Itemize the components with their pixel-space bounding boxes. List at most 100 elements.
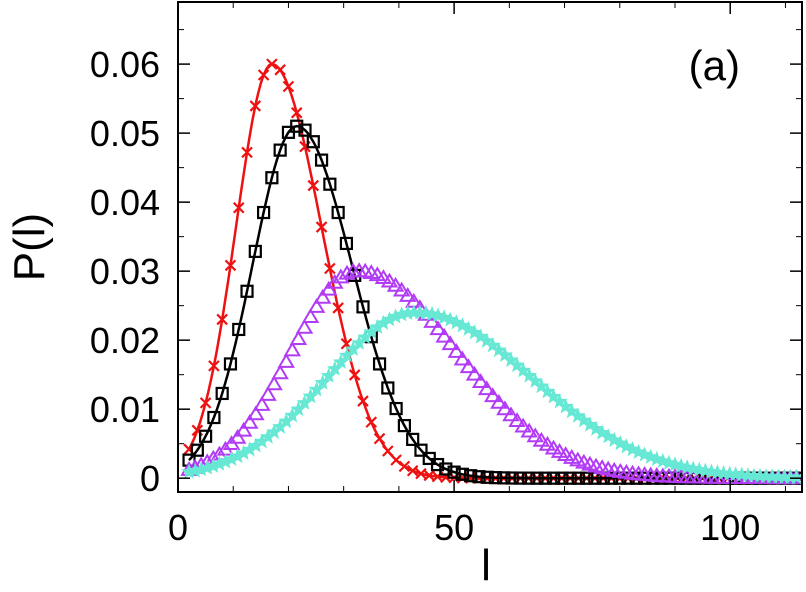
series-layer <box>180 58 802 485</box>
data-point <box>373 432 386 445</box>
y-tick-label: 0.02 <box>90 320 160 361</box>
data-point <box>397 419 412 433</box>
data-point <box>594 424 611 440</box>
data-point <box>466 324 483 340</box>
data-point <box>259 385 277 401</box>
data-point <box>414 443 428 457</box>
data-point <box>398 460 411 473</box>
data-point <box>522 471 536 485</box>
data-point <box>248 244 262 258</box>
data-point <box>415 467 427 480</box>
data-point <box>447 465 461 479</box>
data-point <box>497 471 511 485</box>
x-tick-label: 50 <box>434 507 474 548</box>
data-point <box>273 143 287 157</box>
data-point <box>207 410 221 425</box>
data-point <box>454 317 471 333</box>
data-point <box>307 298 326 313</box>
data-point <box>296 394 313 410</box>
data-point <box>530 471 544 485</box>
data-point <box>538 435 557 451</box>
data-point <box>266 58 278 70</box>
data-point <box>265 171 279 185</box>
data-point <box>223 357 238 371</box>
data-point <box>339 236 354 251</box>
data-point <box>332 353 349 369</box>
data-point <box>386 276 405 292</box>
data-point <box>290 106 303 119</box>
data-point <box>307 179 320 192</box>
data-point <box>216 313 228 326</box>
data-point <box>271 364 289 380</box>
data-point <box>465 365 484 381</box>
plot-frame <box>177 1 803 493</box>
data-point <box>455 467 469 481</box>
data-point <box>253 395 271 411</box>
data-point <box>546 471 561 485</box>
data-point <box>406 464 419 477</box>
data-point <box>600 428 617 444</box>
data-point <box>472 470 486 484</box>
data-point <box>555 471 569 485</box>
data-point <box>453 350 472 366</box>
y-tick-label: 0 <box>140 458 160 499</box>
data-point <box>390 454 402 466</box>
data-point <box>429 320 447 336</box>
data-point <box>228 428 247 444</box>
data-point <box>232 201 245 214</box>
data-point <box>477 380 496 396</box>
data-point <box>471 373 490 388</box>
series-star <box>181 304 802 485</box>
data-point <box>372 357 387 371</box>
data-point <box>538 471 552 485</box>
data-point <box>435 327 453 343</box>
data-point <box>298 123 312 137</box>
data-point <box>398 287 417 302</box>
data-point <box>365 416 378 428</box>
data-point <box>324 262 336 275</box>
data-point <box>459 358 478 374</box>
data-point <box>302 388 319 404</box>
y-tick-label: 0.01 <box>90 389 160 430</box>
data-point <box>508 412 526 428</box>
data-point <box>289 330 308 345</box>
data-point <box>406 432 420 446</box>
x-tick-label: 0 <box>168 507 188 548</box>
data-point <box>496 400 514 416</box>
data-point <box>315 221 328 233</box>
data-point <box>357 395 369 407</box>
data-point <box>571 471 585 485</box>
data-point <box>326 360 343 376</box>
data-point <box>323 177 337 191</box>
panel-label: (a) <box>689 42 740 89</box>
data-point <box>380 272 399 288</box>
data-point <box>314 153 329 167</box>
data-point <box>348 369 361 381</box>
data-point <box>306 135 320 149</box>
data-point <box>240 284 254 298</box>
data-point <box>274 64 286 76</box>
data-point <box>241 146 253 159</box>
data-point <box>447 342 466 358</box>
data-point <box>283 341 302 357</box>
data-point <box>224 259 237 272</box>
data-point <box>464 469 478 483</box>
data-point <box>215 386 229 401</box>
data-point <box>332 302 344 314</box>
data-point <box>505 471 519 485</box>
data-point <box>480 470 494 484</box>
data-point <box>208 360 220 372</box>
data-point <box>290 119 304 133</box>
data-point <box>382 445 394 457</box>
data-point <box>532 431 551 447</box>
data-point <box>484 387 502 403</box>
data-point <box>338 264 356 280</box>
data-point <box>490 393 508 409</box>
data-point <box>604 471 619 485</box>
data-point <box>234 421 253 437</box>
data-point <box>439 462 453 476</box>
data-point <box>295 318 314 334</box>
y-tick-label: 0.04 <box>90 182 160 223</box>
data-point <box>256 205 271 220</box>
data-point <box>441 335 459 351</box>
